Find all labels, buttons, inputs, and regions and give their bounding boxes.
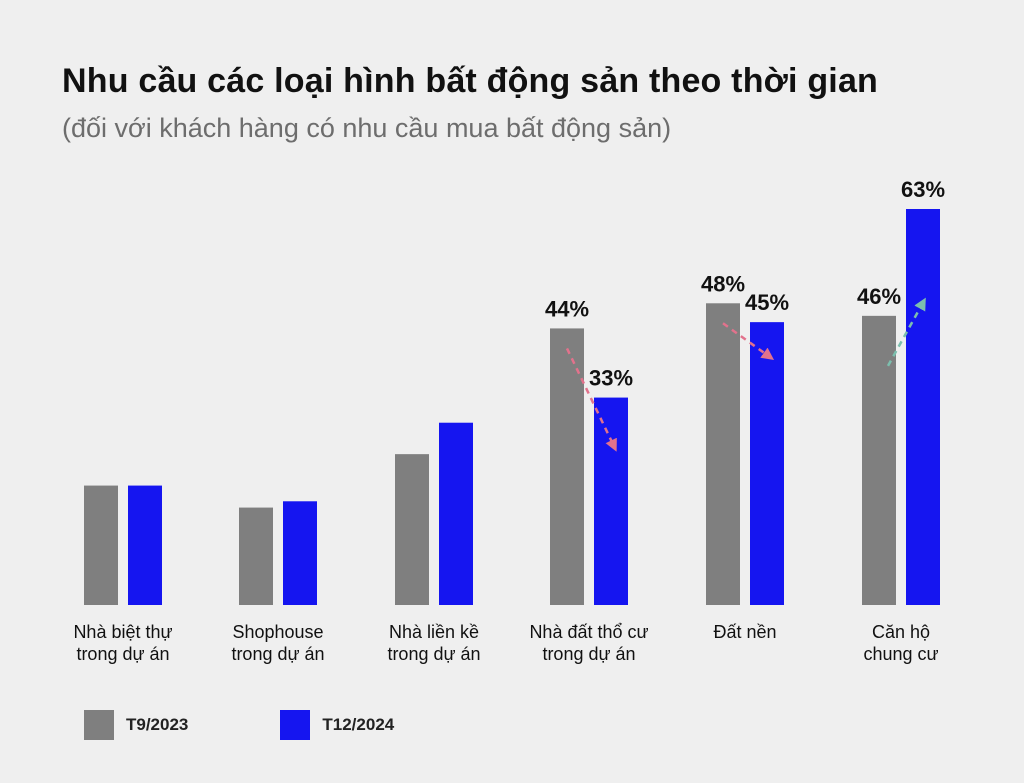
data-label: 46% xyxy=(857,284,901,309)
bar-t12-2024-5 xyxy=(906,209,940,605)
category-label: trong dự án xyxy=(542,644,635,664)
bar-t9-2023-0 xyxy=(84,485,118,605)
legend-label: T12/2024 xyxy=(322,715,395,734)
category-label: trong dự án xyxy=(231,644,324,664)
legend-item-t9-2023: T9/2023 xyxy=(84,710,188,740)
trend-arrow-down xyxy=(722,322,775,360)
bar-t12-2024-0 xyxy=(128,485,162,605)
bar-t9-2023-2 xyxy=(395,454,429,605)
chart-title: Nhu cầu các loại hình bất động sản theo … xyxy=(62,62,879,100)
bar-t12-2024-2 xyxy=(439,422,473,605)
legend-label: T9/2023 xyxy=(126,715,189,734)
bar-t9-2023-1 xyxy=(239,507,273,605)
category-label: trong dự án xyxy=(387,644,480,664)
data-label: 48% xyxy=(701,271,745,296)
category-label: chung cư xyxy=(863,644,938,664)
bar-t9-2023-3 xyxy=(550,328,584,605)
data-label: 33% xyxy=(589,366,633,391)
category-label: trong dự án xyxy=(76,644,169,664)
trend-arrow-up xyxy=(886,297,926,367)
legend-item-t12-2024: T12/2024 xyxy=(280,710,394,740)
bar-t9-2023-4 xyxy=(706,303,740,605)
category-label: Nhà đất thổ cư xyxy=(529,622,648,642)
chart-subtitle: (đối với khách hàng có nhu cầu mua bất đ… xyxy=(62,113,672,143)
category-label: Đất nền xyxy=(713,622,776,642)
bar-t12-2024-3 xyxy=(594,397,628,605)
legend: T9/2023 T12/2024 xyxy=(84,710,486,740)
category-label: Nhà biệt thự xyxy=(73,622,172,642)
category-label: Shophouse xyxy=(232,622,323,642)
category-label: Nhà liền kề xyxy=(389,622,479,642)
legend-swatch-blue xyxy=(280,710,311,740)
data-label: 45% xyxy=(745,290,789,315)
bar-t12-2024-4 xyxy=(750,322,784,605)
category-label: Căn hộ xyxy=(872,622,930,642)
data-label: 63% xyxy=(901,177,945,202)
legend-swatch-gray xyxy=(84,710,114,740)
data-label: 44% xyxy=(545,296,589,321)
bar-t9-2023-5 xyxy=(862,315,896,605)
trend-arrow-down xyxy=(565,347,617,452)
bar-t12-2024-1 xyxy=(283,501,317,605)
